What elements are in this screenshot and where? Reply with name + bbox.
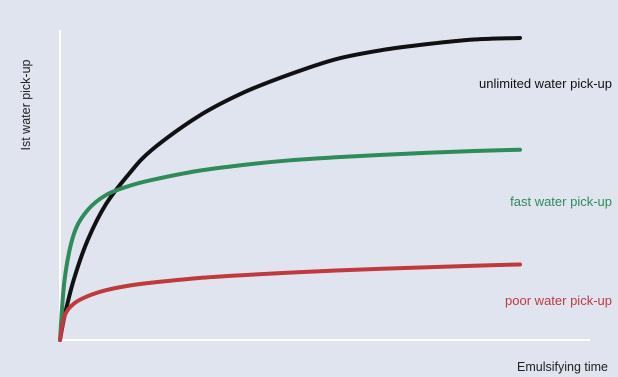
y-axis-title: Ist water pick-up bbox=[19, 59, 33, 150]
series-label-layer: unlimited water pick-up fast water pick-u… bbox=[479, 76, 612, 308]
x-axis-title: Emulsifying time bbox=[517, 360, 608, 374]
series-line-3 bbox=[58, 262, 522, 342]
series-label-1: unlimited water pick-up bbox=[479, 76, 612, 91]
series-line-1 bbox=[58, 36, 522, 342]
series-layer bbox=[58, 36, 522, 342]
series-label-3: poor water pick-up bbox=[505, 293, 612, 308]
series-line-2 bbox=[58, 147, 522, 342]
series-label-2: fast water pick-up bbox=[510, 194, 612, 209]
